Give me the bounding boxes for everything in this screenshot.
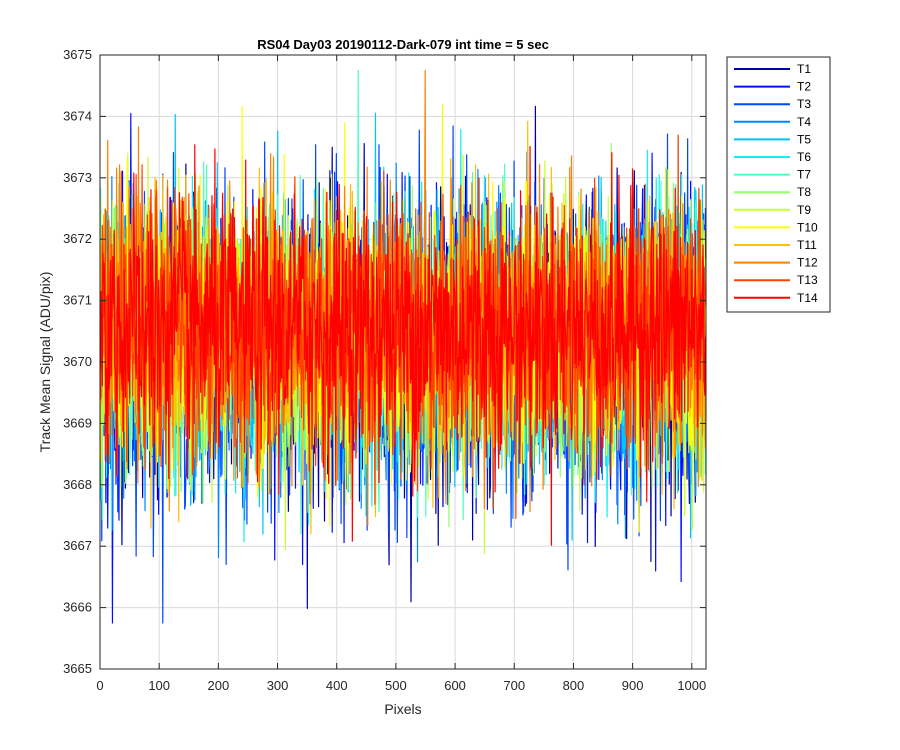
y-tick-label: 3672: [63, 231, 92, 246]
legend-label-t9: T9: [797, 203, 811, 217]
x-tick-label: 900: [622, 678, 644, 693]
x-tick-label: 400: [326, 678, 348, 693]
series-line-t14: [100, 144, 706, 546]
legend-label-t2: T2: [797, 80, 811, 94]
x-ticks: 0 100 200 300 400 500 600 700 800 900 1000: [96, 55, 706, 693]
x-tick-label: 600: [444, 678, 466, 693]
legend-box: [726, 56, 831, 313]
x-tick-label: 500: [385, 678, 407, 693]
y-tick-label: 3668: [63, 477, 92, 492]
y-tick-label: 3671: [63, 293, 92, 308]
legend-label-t12: T12: [797, 256, 818, 270]
y-axis-label: Track Mean Signal (ADU/pix): [37, 272, 53, 453]
y-tick-label: 3667: [63, 538, 92, 553]
legend-label-t4: T4: [797, 115, 811, 129]
x-tick-label: 700: [503, 678, 525, 693]
x-tick-label: 800: [563, 678, 585, 693]
y-tick-label: 3665: [63, 661, 92, 676]
x-tick-label: 100: [148, 678, 170, 693]
y-tick-label: 3669: [63, 415, 92, 430]
y-tick-label: 3666: [63, 600, 92, 615]
legend-label-t1: T1: [797, 62, 811, 76]
x-tick-label: 300: [267, 678, 289, 693]
legend-label-t8: T8: [797, 185, 811, 199]
x-tick-label: 1000: [677, 678, 706, 693]
chart-title: RS04 Day03 20190112-Dark-079 int time = …: [257, 37, 549, 52]
legend-label-t6: T6: [797, 150, 811, 164]
x-tick-label: 200: [208, 678, 230, 693]
y-tick-label: 3673: [63, 170, 92, 185]
legend-label-t11: T11: [797, 238, 817, 252]
legend-label-t3: T3: [797, 97, 811, 111]
legend: T1 T2 T3 T4 T5 T6 T7 T8 T9 T10 T11 T12 T13 T14: [726, 56, 831, 313]
series-lines: [100, 69, 706, 624]
legend-label-t5: T5: [797, 132, 811, 146]
legend-label-t10: T10: [797, 220, 818, 234]
y-tick-label: 3675: [63, 47, 92, 62]
legend-label-t7: T7: [797, 168, 811, 182]
y-ticks: 3665 3666 3667 3668 3669 3670 3671 3672 3673 3674…: [63, 47, 706, 676]
y-tick-label: 3674: [63, 108, 92, 123]
x-axis-label: Pixels: [384, 701, 421, 717]
x-tick-label: 0: [96, 678, 103, 693]
legend-label-t13: T13: [797, 273, 818, 287]
legend-label-t14: T14: [797, 291, 818, 305]
y-tick-label: 3670: [63, 354, 92, 369]
